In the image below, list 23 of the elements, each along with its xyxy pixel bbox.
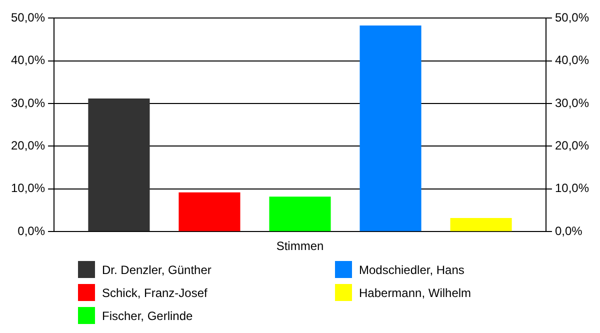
- y2-tick-label: 10,0%: [554, 181, 590, 196]
- legend-label: Modschiedler, Hans: [359, 262, 464, 276]
- bar: [88, 98, 150, 232]
- y2-tick-label: 20,0%: [554, 138, 590, 153]
- bar: [360, 25, 422, 232]
- y-tick-label: 10,0%: [10, 181, 46, 196]
- legend-label: Dr. Denzler, Günther: [102, 262, 212, 276]
- bar: [269, 196, 331, 232]
- x-axis-title: Stimmen: [276, 239, 324, 254]
- bar: [450, 218, 512, 232]
- legend-label: Fischer, Gerlinde: [102, 308, 193, 322]
- y2-tick-label: 50,0%: [554, 10, 590, 25]
- y-tick-label: 50,0%: [10, 10, 46, 25]
- y-tick-label: 30,0%: [10, 96, 46, 110]
- legend-label: Habermann, Wilhelm: [359, 286, 472, 300]
- y2-tick-label: 30,0%: [554, 96, 590, 110]
- y2-tick-label: 40,0%: [554, 53, 590, 68]
- bar: [178, 192, 240, 232]
- y-tick-label: 40,0%: [10, 53, 46, 68]
- y-tick-label: 20,0%: [10, 138, 46, 153]
- y2-tick-label: 0,0%: [554, 224, 583, 238]
- y-tick-label: 0,0%: [18, 224, 46, 238]
- legend-label: Schick, Franz-Josef: [102, 286, 208, 300]
